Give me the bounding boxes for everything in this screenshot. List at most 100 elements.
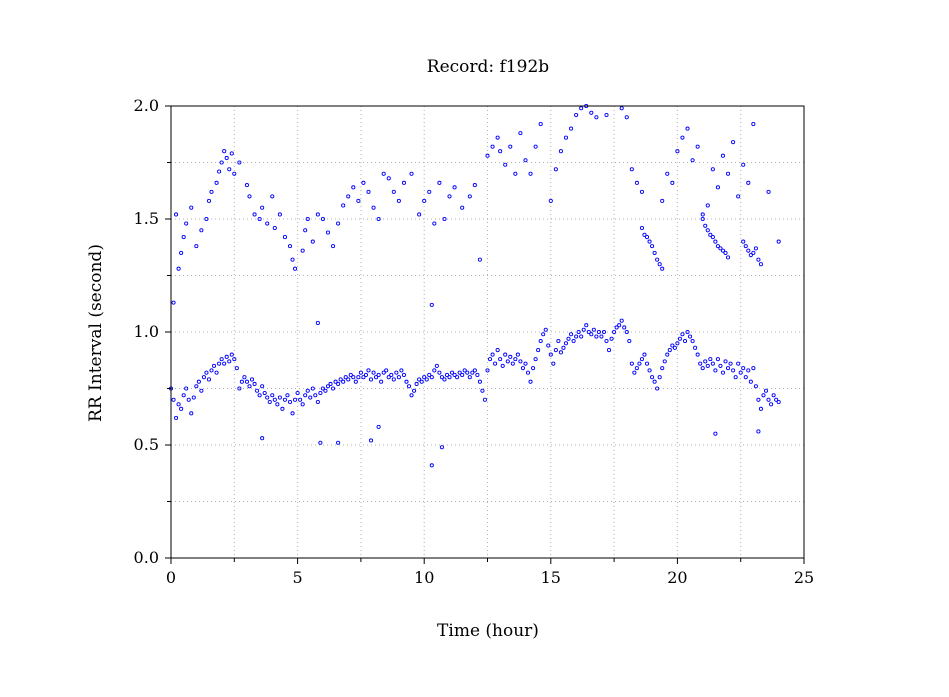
data-point (743, 244, 748, 249)
data-point (305, 216, 310, 222)
data-point (414, 381, 419, 387)
data-point (629, 361, 634, 366)
data-point (330, 244, 336, 249)
y-tick-label: 1.0 (134, 322, 159, 341)
data-point (237, 160, 242, 165)
data-point (336, 381, 341, 387)
data-point (693, 345, 698, 350)
data-point (437, 180, 442, 185)
data-point (401, 372, 406, 377)
data-point (637, 361, 642, 366)
data-point (748, 379, 753, 384)
data-point (371, 370, 376, 375)
data-point (751, 250, 756, 255)
data-point (419, 379, 424, 384)
data-point (249, 377, 255, 382)
data-point (586, 329, 591, 335)
data-point (776, 400, 781, 405)
data-point (477, 257, 482, 262)
data-point (267, 400, 272, 405)
data-point (647, 239, 652, 244)
data-point (429, 375, 434, 380)
data-point (265, 221, 270, 226)
data-point (705, 203, 710, 208)
data-point (282, 235, 287, 240)
data-point (769, 402, 774, 407)
data-point (558, 350, 563, 355)
data-point (434, 363, 439, 368)
data-point (741, 162, 746, 167)
data-point (771, 393, 776, 398)
data-point (619, 318, 624, 323)
data-point (247, 194, 252, 199)
data-point (444, 372, 450, 377)
data-point (495, 135, 500, 140)
y-axis-label: RR Interval (second) (86, 244, 106, 422)
data-point (563, 135, 569, 140)
data-point (186, 397, 191, 402)
data-point (338, 377, 343, 382)
data-point (619, 106, 624, 111)
data-point (751, 122, 756, 127)
data-point (356, 198, 361, 203)
data-point (467, 194, 472, 199)
data-point (639, 189, 645, 194)
data-point (723, 359, 728, 364)
data-point (672, 345, 677, 350)
data-point (700, 216, 705, 222)
data-point (260, 205, 265, 210)
data-point (753, 384, 758, 389)
data-point (270, 194, 275, 199)
data-point (320, 216, 325, 222)
data-point (485, 368, 490, 373)
data-point (363, 372, 369, 377)
data-point (422, 375, 427, 380)
data-point (239, 379, 244, 384)
data-point (174, 415, 179, 420)
data-point (406, 384, 412, 389)
data-point (333, 379, 338, 384)
data-point (503, 162, 508, 167)
data-point (563, 341, 569, 346)
data-point (498, 149, 503, 154)
data-point (566, 336, 571, 341)
data-point (477, 379, 482, 384)
data-point (644, 235, 650, 240)
data-point (351, 185, 356, 190)
data-point (232, 171, 237, 176)
data-point (206, 377, 212, 382)
data-point (465, 370, 470, 375)
data-point (531, 366, 536, 371)
data-point (171, 300, 176, 305)
data-point (495, 348, 500, 353)
data-point (232, 357, 237, 362)
data-point (720, 370, 726, 375)
data-point (244, 379, 250, 384)
data-point (381, 370, 386, 375)
data-point (695, 144, 700, 149)
data-point (189, 205, 194, 210)
data-point (429, 463, 434, 468)
data-point (318, 390, 323, 396)
y-tick-label: 1.5 (134, 209, 159, 228)
data-point (766, 189, 771, 194)
data-point (733, 375, 738, 380)
data-point (741, 366, 746, 371)
data-point (277, 212, 282, 217)
data-point (277, 395, 282, 400)
data-point (725, 255, 731, 260)
data-point (462, 368, 467, 373)
data-point (179, 250, 184, 255)
data-point (569, 126, 574, 131)
data-point (341, 379, 346, 384)
data-point (417, 212, 422, 217)
data-point (558, 149, 563, 154)
data-point (490, 352, 495, 357)
data-point (756, 397, 761, 402)
data-point (472, 368, 477, 373)
data-point (508, 144, 513, 149)
data-point (310, 386, 315, 391)
data-point (442, 216, 447, 222)
data-point (715, 244, 720, 249)
data-point (181, 235, 186, 240)
